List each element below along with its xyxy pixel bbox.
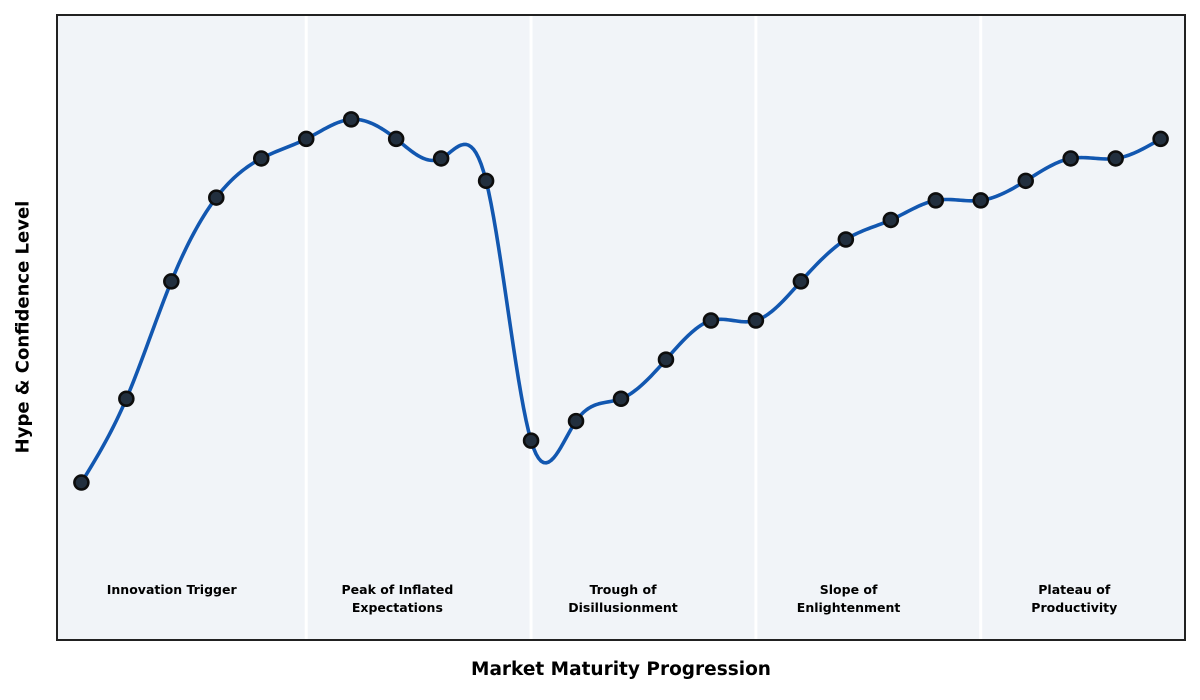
data-point-marker [837, 231, 855, 248]
data-point-marker [73, 474, 90, 491]
data-point-marker [118, 390, 135, 407]
hype-curve [79, 117, 1163, 485]
data-point-marker [1062, 150, 1079, 167]
data-point-marker [657, 351, 675, 368]
data-point-marker [1017, 172, 1034, 190]
data-point-marker [208, 189, 225, 206]
data-point-marker [882, 211, 900, 229]
data-point-marker [567, 412, 585, 430]
chart-canvas [73, 16, 1169, 639]
data-point-marker [522, 432, 540, 449]
x-axis-label: Market Maturity Progression [471, 659, 771, 680]
data-point-marker [163, 273, 180, 290]
y-axis-label: Hype & Confidence Level [12, 200, 34, 454]
data-point-marker [1107, 150, 1124, 167]
data-point-marker [387, 130, 405, 148]
plot-area: Innovation Trigger Peak of Inflated Expect… [56, 14, 1186, 641]
data-point-marker [927, 192, 945, 209]
data-point-marker [1152, 130, 1169, 148]
data-point-marker [612, 390, 630, 407]
data-point-marker [702, 312, 720, 329]
data-point-marker [432, 150, 450, 167]
data-point-marker [477, 172, 495, 190]
data-point-marker [342, 111, 360, 128]
data-point-marker [252, 150, 270, 167]
data-point-marker [792, 273, 810, 290]
data-point-marker [297, 130, 315, 148]
data-point-marker [747, 312, 765, 329]
data-point-marker [972, 192, 990, 209]
